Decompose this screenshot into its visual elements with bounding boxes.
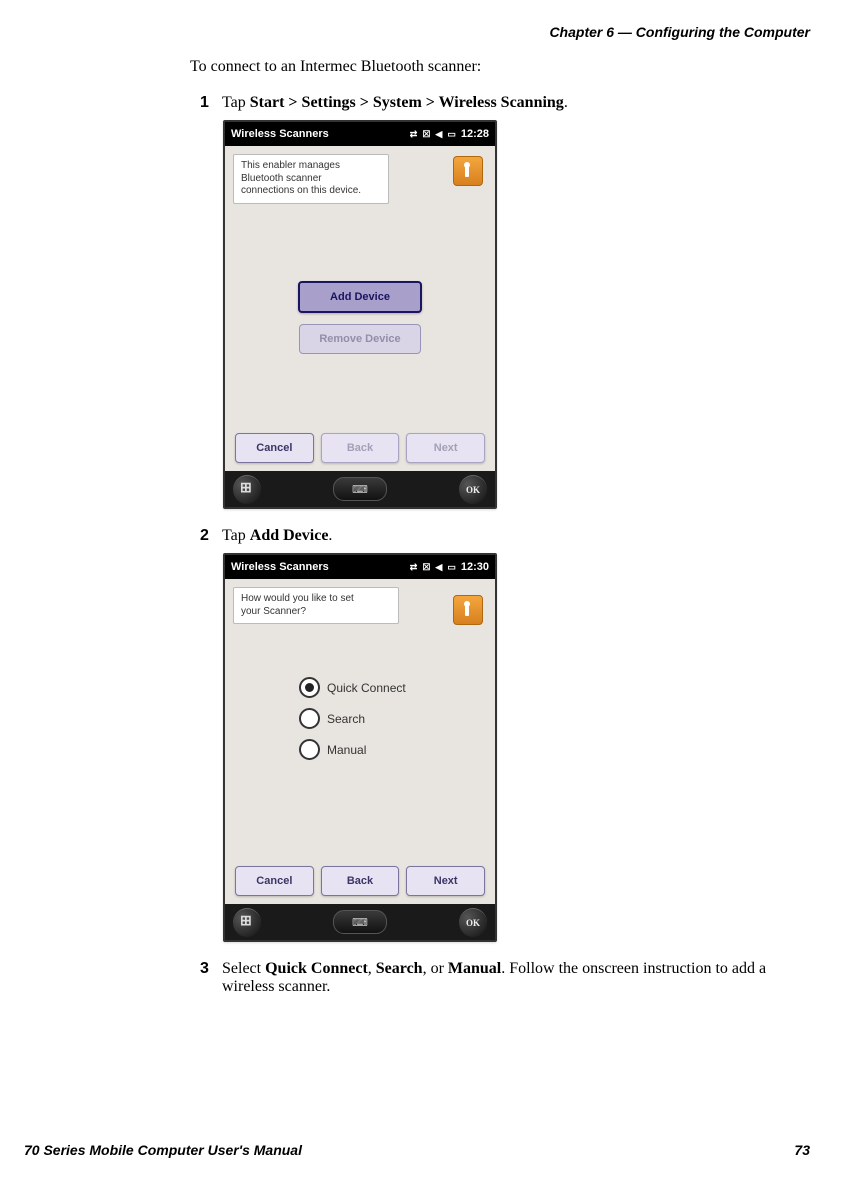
cancel-button-1[interactable]: Cancel [235, 433, 314, 463]
sync-icon: ⇄ [410, 129, 418, 140]
sync-icon-2: ⇄ [410, 562, 418, 573]
radio-unselected-icon [299, 708, 320, 729]
status-icons-1: ⇄ ☒ ◀ ▭ 12:28 [410, 128, 489, 140]
tooltip-1-line1: This enabler manages [241, 160, 340, 171]
status-bar-2: Wireless Scanners ⇄ ☒ ◀ ▭ 12:30 [225, 555, 495, 579]
screenshot-2-wrap: Wireless Scanners ⇄ ☒ ◀ ▭ 12:30 How woul… [223, 553, 810, 942]
radio-search[interactable]: Search [299, 708, 406, 729]
status-bar-1: Wireless Scanners ⇄ ☒ ◀ ▭ 12:28 [225, 122, 495, 146]
step-3-b1: Quick Connect [265, 960, 368, 977]
step-1-bold: Start > Settings > System > Wireless Sca… [250, 94, 564, 111]
keyboard-icon-1[interactable]: ⌨ [333, 477, 387, 501]
back-button-2[interactable]: Back [321, 866, 400, 896]
step-3-text: Select Quick Connect, Search, or Manual.… [222, 960, 810, 996]
battery-icon: ▭ [447, 129, 456, 140]
tooltip-1: This enabler manages Bluetooth scanner c… [233, 154, 389, 204]
step-1-pre: Tap [222, 94, 250, 111]
step-1: 1 Tap Start > Settings > System > Wirele… [200, 94, 810, 112]
radio-manual-label: Manual [327, 743, 366, 757]
soft-bar-1: ⌨ OK [225, 471, 495, 507]
start-icon-2[interactable] [233, 908, 261, 937]
screenshot-1: Wireless Scanners ⇄ ☒ ◀ ▭ 12:28 This ena… [223, 120, 497, 509]
keyboard-icon-2[interactable]: ⌨ [333, 910, 387, 934]
tooltip-1-line3: connections on this device. [241, 185, 361, 196]
tooltip-2: How would you like to set your Scanner? [233, 587, 399, 624]
step-2-pre: Tap [222, 527, 250, 544]
ok-button-1[interactable]: OK [459, 475, 487, 504]
phone-body-2: How would you like to set your Scanner? … [225, 579, 495, 904]
cancel-button-2[interactable]: Cancel [235, 866, 314, 896]
step-1-number: 1 [200, 94, 222, 112]
volume-icon: ◀ [435, 129, 442, 140]
app-icon-2 [453, 595, 483, 625]
windows-flag-icon [240, 483, 254, 497]
page-number: 73 [794, 1142, 810, 1158]
battery-icon-2: ▭ [447, 562, 456, 573]
step-2-bold: Add Device [250, 527, 329, 544]
step-3-m2: , or [423, 960, 448, 977]
step-2-number: 2 [200, 527, 222, 545]
footer-title: 70 Series Mobile Computer User's Manual [24, 1142, 302, 1158]
windows-flag-icon-2 [240, 916, 254, 930]
step-3-pre: Select [222, 960, 265, 977]
step-1-post: . [564, 94, 568, 111]
window-title-1: Wireless Scanners [231, 128, 410, 140]
volume-icon-2: ◀ [435, 562, 442, 573]
tooltip-1-line2: Bluetooth scanner [241, 173, 322, 184]
page-footer: 70 Series Mobile Computer User's Manual … [24, 1142, 810, 1158]
tooltip-2-line2: your Scanner? [241, 606, 306, 617]
radio-quick-connect-label: Quick Connect [327, 681, 406, 695]
next-button-2[interactable]: Next [406, 866, 485, 896]
clock-1: 12:28 [461, 128, 489, 140]
radio-search-label: Search [327, 712, 365, 726]
soft-bar-2: ⌨ OK [225, 904, 495, 940]
back-button-1: Back [321, 433, 400, 463]
clock-2: 12:30 [461, 561, 489, 573]
bottom-buttons-1: Cancel Back Next [235, 433, 485, 463]
chapter-header: Chapter 6 — Configuring the Computer [40, 24, 810, 40]
step-2-post: . [328, 527, 332, 544]
remove-device-button: Remove Device [299, 324, 421, 354]
app-icon-1 [453, 156, 483, 186]
radio-quick-connect[interactable]: Quick Connect [299, 677, 406, 698]
phone-body-1: This enabler manages Bluetooth scanner c… [225, 146, 495, 471]
radio-group: Quick Connect Search Manual [299, 677, 406, 770]
step-1-text: Tap Start > Settings > System > Wireless… [222, 94, 810, 112]
ok-button-2[interactable]: OK [459, 908, 487, 937]
step-2: 2 Tap Add Device. [200, 527, 810, 545]
next-button-1: Next [406, 433, 485, 463]
radio-unselected-icon-2 [299, 739, 320, 760]
tooltip-2-line1: How would you like to set [241, 593, 354, 604]
signal-icon: ☒ [422, 129, 430, 140]
radio-manual[interactable]: Manual [299, 739, 406, 760]
screenshot-2: Wireless Scanners ⇄ ☒ ◀ ▭ 12:30 How woul… [223, 553, 497, 942]
step-3: 3 Select Quick Connect, Search, or Manua… [200, 960, 810, 996]
step-3-b2: Search [376, 960, 423, 977]
step-3-b3: Manual [448, 960, 501, 977]
intro-text: To connect to an Intermec Bluetooth scan… [190, 58, 810, 76]
window-title-2: Wireless Scanners [231, 561, 410, 573]
step-3-m1: , [368, 960, 376, 977]
start-icon-1[interactable] [233, 475, 261, 504]
step-3-number: 3 [200, 960, 222, 996]
signal-icon-2: ☒ [422, 562, 430, 573]
step-2-text: Tap Add Device. [222, 527, 810, 545]
add-device-button[interactable]: Add Device [298, 281, 422, 313]
radio-selected-icon [299, 677, 320, 698]
status-icons-2: ⇄ ☒ ◀ ▭ 12:30 [410, 561, 489, 573]
screenshot-1-wrap: Wireless Scanners ⇄ ☒ ◀ ▭ 12:28 This ena… [223, 120, 810, 509]
bottom-buttons-2: Cancel Back Next [235, 866, 485, 896]
